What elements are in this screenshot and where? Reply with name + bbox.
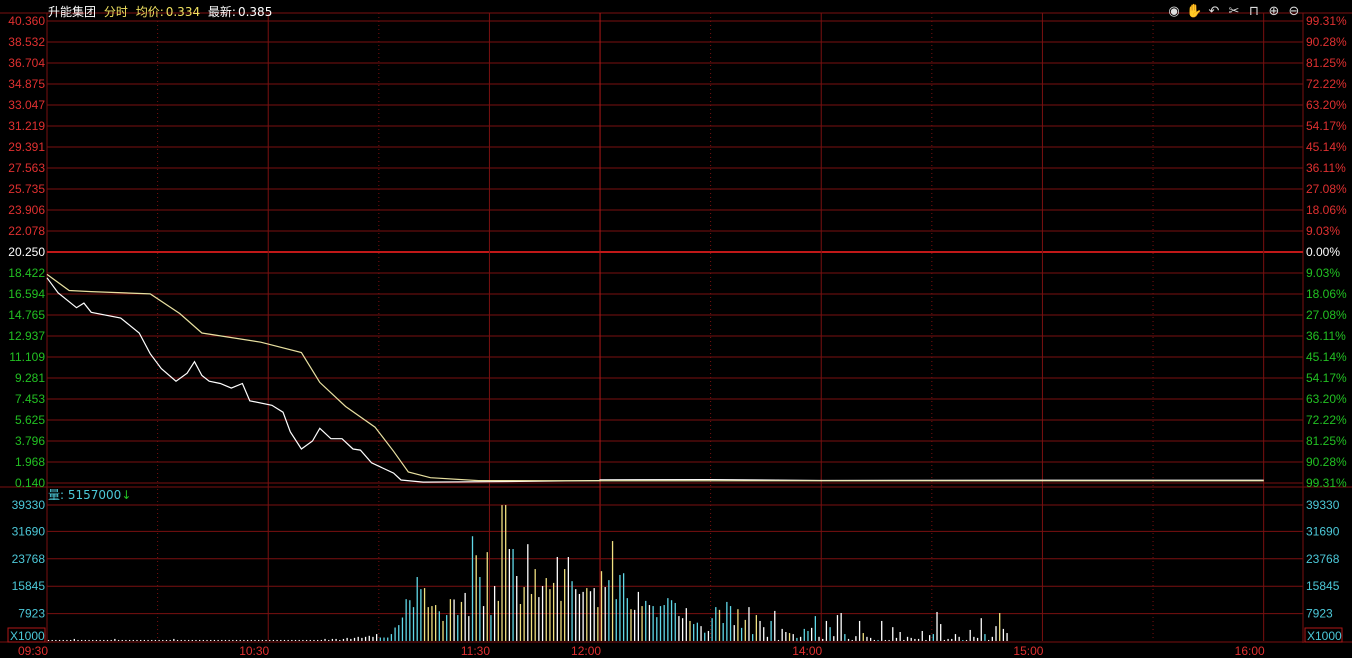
zoom-in-icon[interactable]: ⊕ bbox=[1268, 3, 1280, 18]
price-tick-label: 12.937 bbox=[8, 329, 45, 343]
percent-tick-label: 27.08% bbox=[1306, 308, 1347, 322]
percent-tick-label: 90.28% bbox=[1306, 35, 1347, 49]
scissors-icon[interactable]: ✂ bbox=[1228, 3, 1240, 18]
price-tick-label: 27.563 bbox=[8, 161, 45, 175]
volume-arrow-icon: ↓ bbox=[121, 488, 132, 502]
percent-tick-label: 90.28% bbox=[1306, 455, 1347, 469]
price-tick-label: 31.219 bbox=[8, 119, 45, 133]
volume-tick-label-right: 15845 bbox=[1306, 579, 1340, 593]
price-tick-label: 0.140 bbox=[15, 476, 45, 490]
percent-tick-label: 54.17% bbox=[1306, 119, 1347, 133]
volume-unit-label-left: X1000 bbox=[10, 629, 45, 643]
average-line bbox=[46, 273, 1264, 482]
percent-tick-label: 9.03% bbox=[1306, 266, 1340, 280]
percent-tick-label: 54.17% bbox=[1306, 371, 1347, 385]
percent-tick-label: 63.20% bbox=[1306, 98, 1347, 112]
percent-tick-label: 45.14% bbox=[1306, 140, 1347, 154]
percent-tick-label: 18.06% bbox=[1306, 203, 1347, 217]
volume-tick-label-right: 7923 bbox=[1306, 607, 1333, 621]
volume-tick-label-right: 31690 bbox=[1306, 524, 1340, 538]
avg-price-value: 0.334 bbox=[165, 5, 201, 19]
volume-unit-label-right: X1000 bbox=[1307, 629, 1342, 643]
price-tick-label: 38.532 bbox=[8, 35, 45, 49]
volume-total: 5157000 bbox=[67, 488, 122, 502]
percent-tick-label: 9.03% bbox=[1306, 224, 1340, 238]
percent-tick-label: 99.31% bbox=[1306, 14, 1347, 28]
percent-tick-label: 81.25% bbox=[1306, 434, 1347, 448]
price-tick-label: 23.906 bbox=[8, 203, 45, 217]
volume-header: 量: 5157000↓ bbox=[48, 486, 131, 503]
undo-icon[interactable]: ↶ bbox=[1208, 3, 1220, 18]
latest-price-label: 最新: bbox=[207, 5, 236, 19]
percent-tick-label: 36.11% bbox=[1306, 329, 1346, 343]
volume-unit-box-right bbox=[1304, 627, 1343, 643]
price-tick-label: 18.422 bbox=[8, 266, 45, 280]
price-tick-label: 36.704 bbox=[8, 56, 45, 70]
volume-unit-box-left bbox=[7, 627, 46, 643]
grid bbox=[0, 12, 1352, 643]
volume-tick-label-right: 39330 bbox=[1306, 498, 1340, 512]
percent-tick-label: 72.22% bbox=[1306, 413, 1347, 427]
percent-tick-label: 0.00% bbox=[1306, 245, 1340, 259]
percent-tick-label: 99.31% bbox=[1306, 476, 1347, 490]
stock-name: 升能集团 bbox=[48, 5, 97, 19]
latest-price-value: 0.385 bbox=[237, 5, 273, 19]
price-tick-label: 40.360 bbox=[8, 14, 45, 28]
percent-tick-label: 18.06% bbox=[1306, 287, 1347, 301]
eye-icon[interactable]: ◉ bbox=[1168, 3, 1180, 18]
volume-tick-label-right: 23768 bbox=[1306, 552, 1340, 566]
price-tick-label: 20.250 bbox=[8, 245, 45, 259]
price-tick-label: 16.594 bbox=[8, 287, 45, 301]
time-tick-label: 16:00 bbox=[1235, 644, 1265, 658]
price-tick-label: 5.625 bbox=[15, 413, 45, 427]
time-tick-label: 11:30 bbox=[461, 644, 490, 658]
price-tick-label: 11.109 bbox=[9, 350, 45, 364]
time-tick-label: 15:00 bbox=[1013, 644, 1043, 658]
avg-price-label: 均价: bbox=[135, 5, 164, 19]
percent-tick-label: 63.20% bbox=[1306, 392, 1347, 406]
price-tick-label: 14.765 bbox=[8, 308, 45, 322]
volume-tick-label: 23768 bbox=[12, 552, 46, 566]
percent-tick-label: 45.14% bbox=[1306, 350, 1347, 364]
chart-mode[interactable]: 分时 bbox=[103, 5, 128, 19]
price-tick-label: 29.391 bbox=[8, 140, 45, 154]
percent-tick-label: 27.08% bbox=[1306, 182, 1347, 196]
price-tick-label: 9.281 bbox=[15, 371, 45, 385]
volume-tick-label: 31690 bbox=[12, 524, 46, 538]
price-tick-label: 7.453 bbox=[15, 392, 45, 406]
volume-tick-label: 15845 bbox=[12, 579, 46, 593]
unlock-icon[interactable]: ⊓ bbox=[1248, 3, 1260, 18]
percent-tick-label: 81.25% bbox=[1306, 56, 1347, 70]
time-tick-label: 10:30 bbox=[239, 644, 269, 658]
price-tick-label: 33.047 bbox=[8, 98, 45, 112]
chart-header: 升能集团 分时 均价: 0.334 最新: 0.385 bbox=[48, 3, 276, 20]
price-tick-label: 1.968 bbox=[15, 455, 45, 469]
price-tick-label: 22.078 bbox=[8, 224, 45, 238]
time-tick-label: 12:00 bbox=[571, 644, 601, 658]
time-tick-label: 09:30 bbox=[18, 644, 48, 658]
volume-tick-label: 7923 bbox=[18, 607, 45, 621]
zoom-out-icon[interactable]: ⊖ bbox=[1288, 3, 1300, 18]
price-tick-label: 34.875 bbox=[8, 77, 45, 91]
percent-tick-label: 72.22% bbox=[1306, 77, 1347, 91]
hand-icon[interactable]: ✋ bbox=[1186, 3, 1203, 18]
time-tick-label: 14:00 bbox=[792, 644, 822, 658]
price-tick-label: 25.735 bbox=[8, 182, 45, 196]
percent-tick-label: 36.11% bbox=[1306, 161, 1346, 175]
price-line bbox=[46, 277, 1264, 483]
price-tick-label: 3.796 bbox=[15, 434, 45, 448]
volume-tick-label: 39330 bbox=[12, 498, 46, 512]
volume-label: 量: bbox=[48, 488, 65, 502]
chart-toolbar: ◉ ✋ ↶ ✂ ⊓ ⊕ ⊖ bbox=[1166, 3, 1302, 19]
